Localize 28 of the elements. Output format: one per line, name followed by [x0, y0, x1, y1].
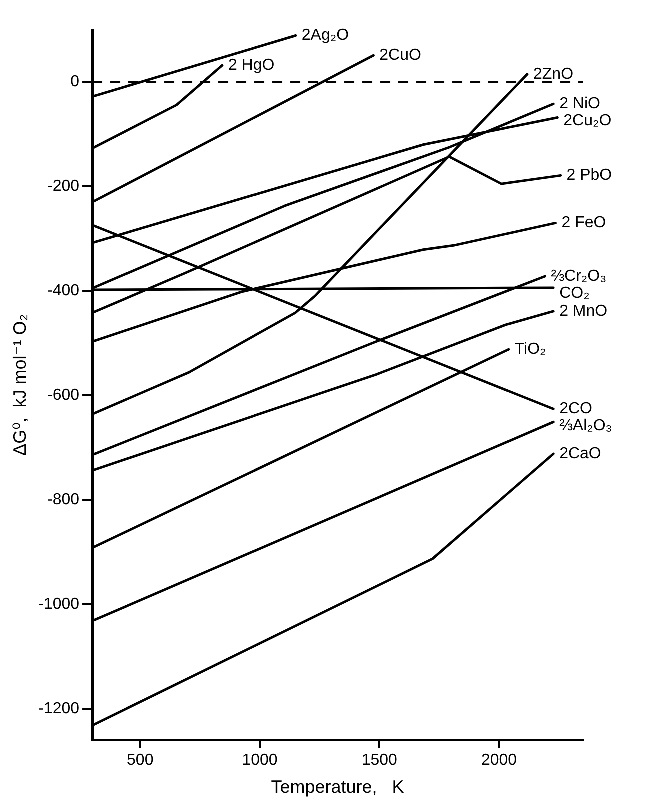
series-label: 2CuO	[380, 46, 422, 64]
series-label: CO₂	[560, 284, 590, 302]
y-tick-label: -400	[47, 282, 80, 300]
x-tick-label: 500	[127, 752, 154, 770]
series-label: 2Ag₂O	[302, 27, 350, 44]
series-label: ⅔Al₂O₃	[560, 418, 612, 435]
series-label: TiO₂	[514, 340, 546, 358]
x-axis-title: Temperature, K	[271, 777, 404, 798]
y-tick-label: -1000	[38, 596, 80, 613]
y-tick-label: -1200	[38, 700, 80, 718]
series-label: 2CaO	[560, 445, 602, 462]
series-label: 2 MnO	[560, 302, 608, 320]
y-tick-label: 0	[70, 74, 80, 91]
y-axis-title: ΔG⁰, kJ mol⁻¹ O₂	[10, 314, 30, 456]
series-label: 2Cu₂O	[564, 112, 612, 130]
series-label: 2 FeO	[562, 214, 606, 232]
x-tick-label: 2000	[481, 752, 518, 770]
series-label: 2ZnO	[533, 66, 574, 83]
y-tick-label: -200	[47, 178, 80, 196]
y-tick-label: -800	[47, 491, 80, 508]
series-label: 2CO	[560, 400, 592, 418]
series-label: ⅔Cr₂O₃	[551, 268, 607, 285]
series-label: 2 PbO	[566, 167, 612, 184]
series-label: 2 NiO	[560, 96, 600, 113]
y-tick-label: -600	[47, 386, 80, 404]
series-label: 2 HgO	[228, 56, 275, 74]
x-tick-label: 1000	[242, 752, 278, 770]
x-tick-label: 1500	[362, 752, 398, 770]
